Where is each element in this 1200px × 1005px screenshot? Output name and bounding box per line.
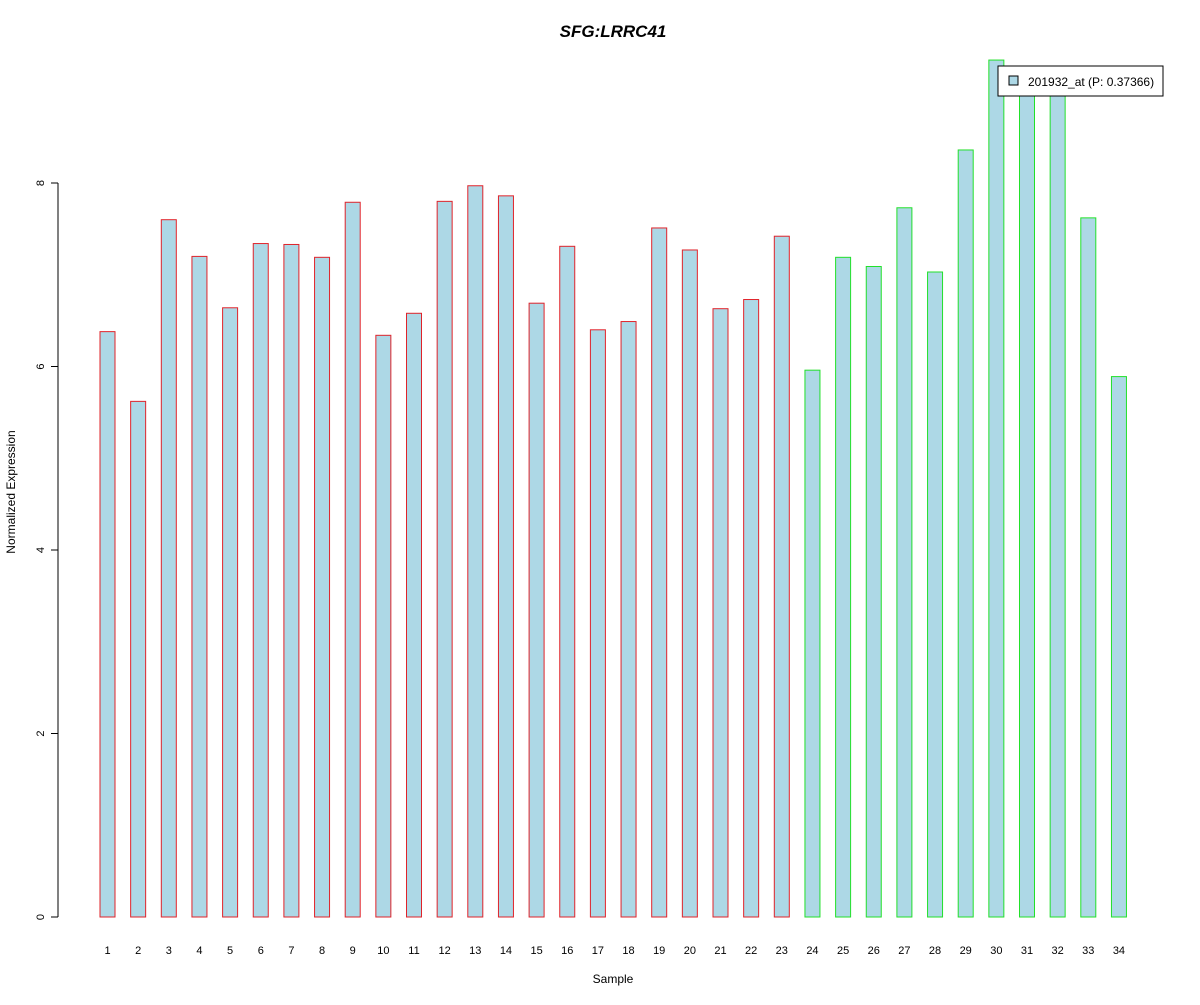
x-tick-label: 24 — [806, 945, 818, 957]
bar-sample-16 — [559, 245, 576, 918]
bar-sample-32 — [1049, 81, 1066, 918]
legend-entry-label: 201932_at (P: 0.37366) — [1028, 75, 1154, 89]
x-tick-label: 25 — [837, 945, 849, 957]
bar-sample-30 — [988, 59, 1005, 918]
y-tick-label: 6 — [35, 363, 47, 369]
x-tick-label: 22 — [745, 945, 757, 957]
y-tick-label: 4 — [35, 547, 47, 553]
x-tick-label: 11 — [408, 945, 419, 957]
x-tick-label: 1 — [104, 945, 110, 957]
y-tick-label: 0 — [35, 914, 47, 920]
x-tick-label: 4 — [196, 945, 202, 957]
bar-sample-24 — [804, 369, 821, 918]
bar-sample-26 — [865, 265, 882, 918]
x-tick-label: 17 — [592, 945, 604, 957]
x-tick-label: 3 — [166, 945, 172, 957]
x-tick-label: 14 — [500, 945, 512, 957]
bar-sample-31 — [1019, 81, 1035, 918]
y-axis-label: Normalized Expression — [4, 430, 18, 553]
bars-group — [99, 59, 1127, 918]
x-tick-label: 31 — [1021, 945, 1033, 957]
chart-title: SFG:LRRC41 — [560, 22, 667, 41]
bar-sample-25 — [835, 256, 852, 918]
x-tick-label: 19 — [653, 945, 665, 957]
x-tick-label: 26 — [868, 945, 880, 957]
x-tick-label: 21 — [714, 945, 726, 957]
bar-sample-11 — [406, 312, 422, 918]
legend-box — [997, 65, 1164, 97]
x-tick-labels: 1 2 3 4 5 6 7 8 9 10 11 12 13 14 15 16 17 18 19 20 21 22 23 24 2… — [104, 945, 1125, 957]
x-tick-label: 18 — [622, 945, 634, 957]
y-tick-label: 8 — [35, 180, 47, 186]
x-tick-label: 20 — [684, 945, 696, 957]
x-tick-label: 8 — [319, 945, 325, 957]
bar-sample-3 — [160, 219, 177, 918]
bar-sample-8 — [314, 256, 331, 918]
x-tick-label: 30 — [990, 945, 1002, 957]
x-tick-label: 9 — [350, 945, 356, 957]
y-tick-label: 2 — [35, 730, 47, 736]
x-tick-label: 10 — [377, 945, 389, 957]
legend-swatch — [1008, 75, 1019, 86]
bar-sample-1 — [99, 331, 116, 918]
legend: 201932_at (P: 0.37366) — [997, 65, 1164, 97]
bar-sample-29 — [957, 149, 974, 918]
x-tick-label: 29 — [960, 945, 972, 957]
bar-sample-2 — [130, 400, 147, 918]
bar-sample-5 — [222, 307, 239, 918]
bar-sample-19 — [651, 227, 668, 918]
x-tick-label: 23 — [776, 945, 788, 957]
bar-sample-12 — [436, 200, 453, 918]
x-tick-label: 12 — [439, 945, 451, 957]
bar-sample-9 — [344, 201, 361, 918]
bar-sample-20 — [681, 249, 698, 918]
bar-sample-22 — [743, 299, 760, 918]
x-tick-label: 32 — [1052, 945, 1064, 957]
x-axis-label: Sample — [593, 972, 634, 986]
x-tick-label: 27 — [898, 945, 910, 957]
x-tick-label: 33 — [1082, 945, 1094, 957]
bar-sample-28 — [927, 271, 944, 918]
x-tick-label: 13 — [469, 945, 481, 957]
y-axis: 0 2 4 6 8 — [35, 180, 59, 920]
bar-sample-7 — [283, 243, 300, 918]
x-tick-label: 6 — [258, 945, 264, 957]
bar-sample-6 — [252, 243, 269, 918]
bar-sample-15 — [528, 302, 545, 918]
bar-sample-10 — [375, 334, 392, 918]
x-tick-label: 5 — [227, 945, 233, 957]
bar-sample-14 — [497, 195, 514, 918]
bar-sample-17 — [589, 329, 606, 918]
bar-sample-4 — [191, 255, 208, 918]
bar-sample-18 — [620, 321, 637, 918]
x-tick-label: 28 — [929, 945, 941, 957]
x-tick-label: 7 — [288, 945, 294, 957]
x-tick-label: 2 — [135, 945, 141, 957]
x-tick-label: 15 — [530, 945, 542, 957]
bar-sample-33 — [1080, 217, 1097, 918]
bar-sample-34 — [1110, 376, 1127, 918]
bar-sample-27 — [896, 207, 913, 918]
bar-sample-21 — [712, 308, 729, 918]
bar-sample-13 — [467, 185, 484, 918]
x-tick-label: 16 — [561, 945, 573, 957]
x-tick-label: 34 — [1113, 945, 1125, 957]
bar-sample-23 — [773, 235, 790, 918]
